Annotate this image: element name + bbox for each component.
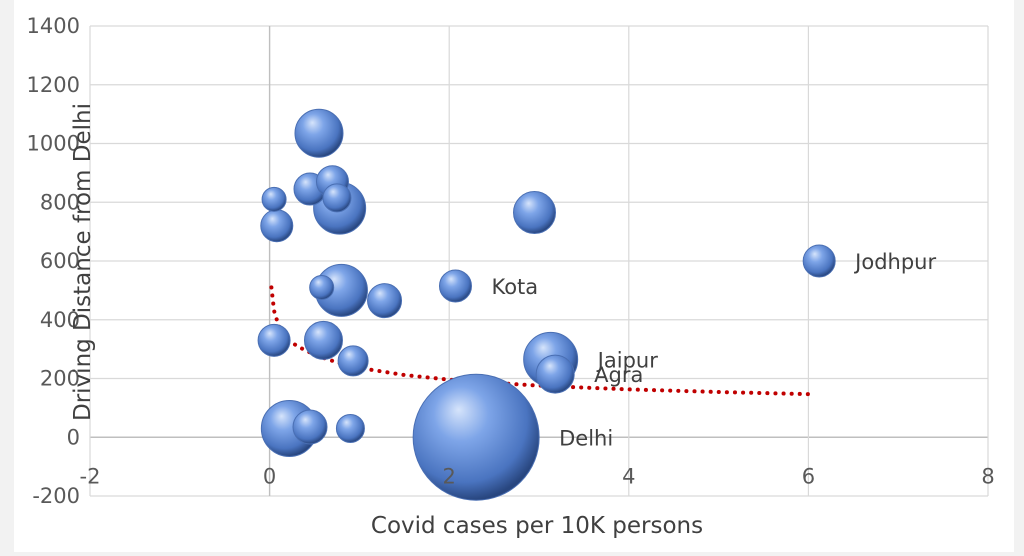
bubble-point — [292, 409, 328, 445]
bubble-point — [309, 274, 335, 300]
bubble-label: Jaipur — [596, 348, 659, 372]
bubble-label: Delhi — [559, 426, 613, 450]
y-tick-label: 400 — [40, 308, 80, 332]
bubble-point — [535, 354, 575, 394]
bubble-point — [412, 373, 540, 501]
bubble-point — [260, 209, 294, 243]
chart-area: Jodhpur Kota Jaipur Agra Delhi -200 0 200 400 60… — [14, 0, 1014, 552]
y-tick-label: 1000 — [27, 132, 80, 156]
bubble-point — [261, 186, 287, 212]
bubble-point — [303, 320, 343, 360]
y-tick-label: 600 — [40, 249, 80, 273]
bubble-point — [438, 269, 472, 303]
x-axis-title: Covid cases per 10K persons — [371, 513, 703, 539]
x-tick-label: 2 — [443, 464, 456, 488]
bubble-point — [335, 413, 365, 443]
y-axis-title: Driving Distance from Delhi — [70, 103, 96, 421]
y-tick-label: 1400 — [27, 14, 80, 38]
x-tick-label: 4 — [622, 464, 635, 488]
y-tick-label: 200 — [40, 367, 80, 391]
gridlines — [89, 25, 989, 497]
x-tick-label: -2 — [80, 464, 101, 488]
bubble-label: Jodhpur — [853, 250, 936, 274]
bubble-point — [257, 323, 291, 357]
bubble-point — [337, 345, 369, 377]
y-tick-label: 1200 — [27, 73, 80, 97]
bubble-point — [367, 283, 403, 319]
y-tick-label: 0 — [67, 425, 80, 449]
y-tick-label: 800 — [40, 190, 80, 214]
x-tick-label: 8 — [981, 464, 994, 488]
y-tick-label: -200 — [32, 484, 80, 508]
bubbles — [257, 108, 836, 501]
x-tick-label: 6 — [802, 464, 815, 488]
bubble-label: Agra — [594, 363, 643, 387]
bubble-label: Kota — [491, 275, 538, 299]
bubble-point — [322, 183, 352, 213]
bubble-point — [294, 108, 344, 158]
x-tick-label: 0 — [263, 464, 276, 488]
bubble-point — [802, 244, 836, 278]
bubble-point — [513, 191, 557, 235]
